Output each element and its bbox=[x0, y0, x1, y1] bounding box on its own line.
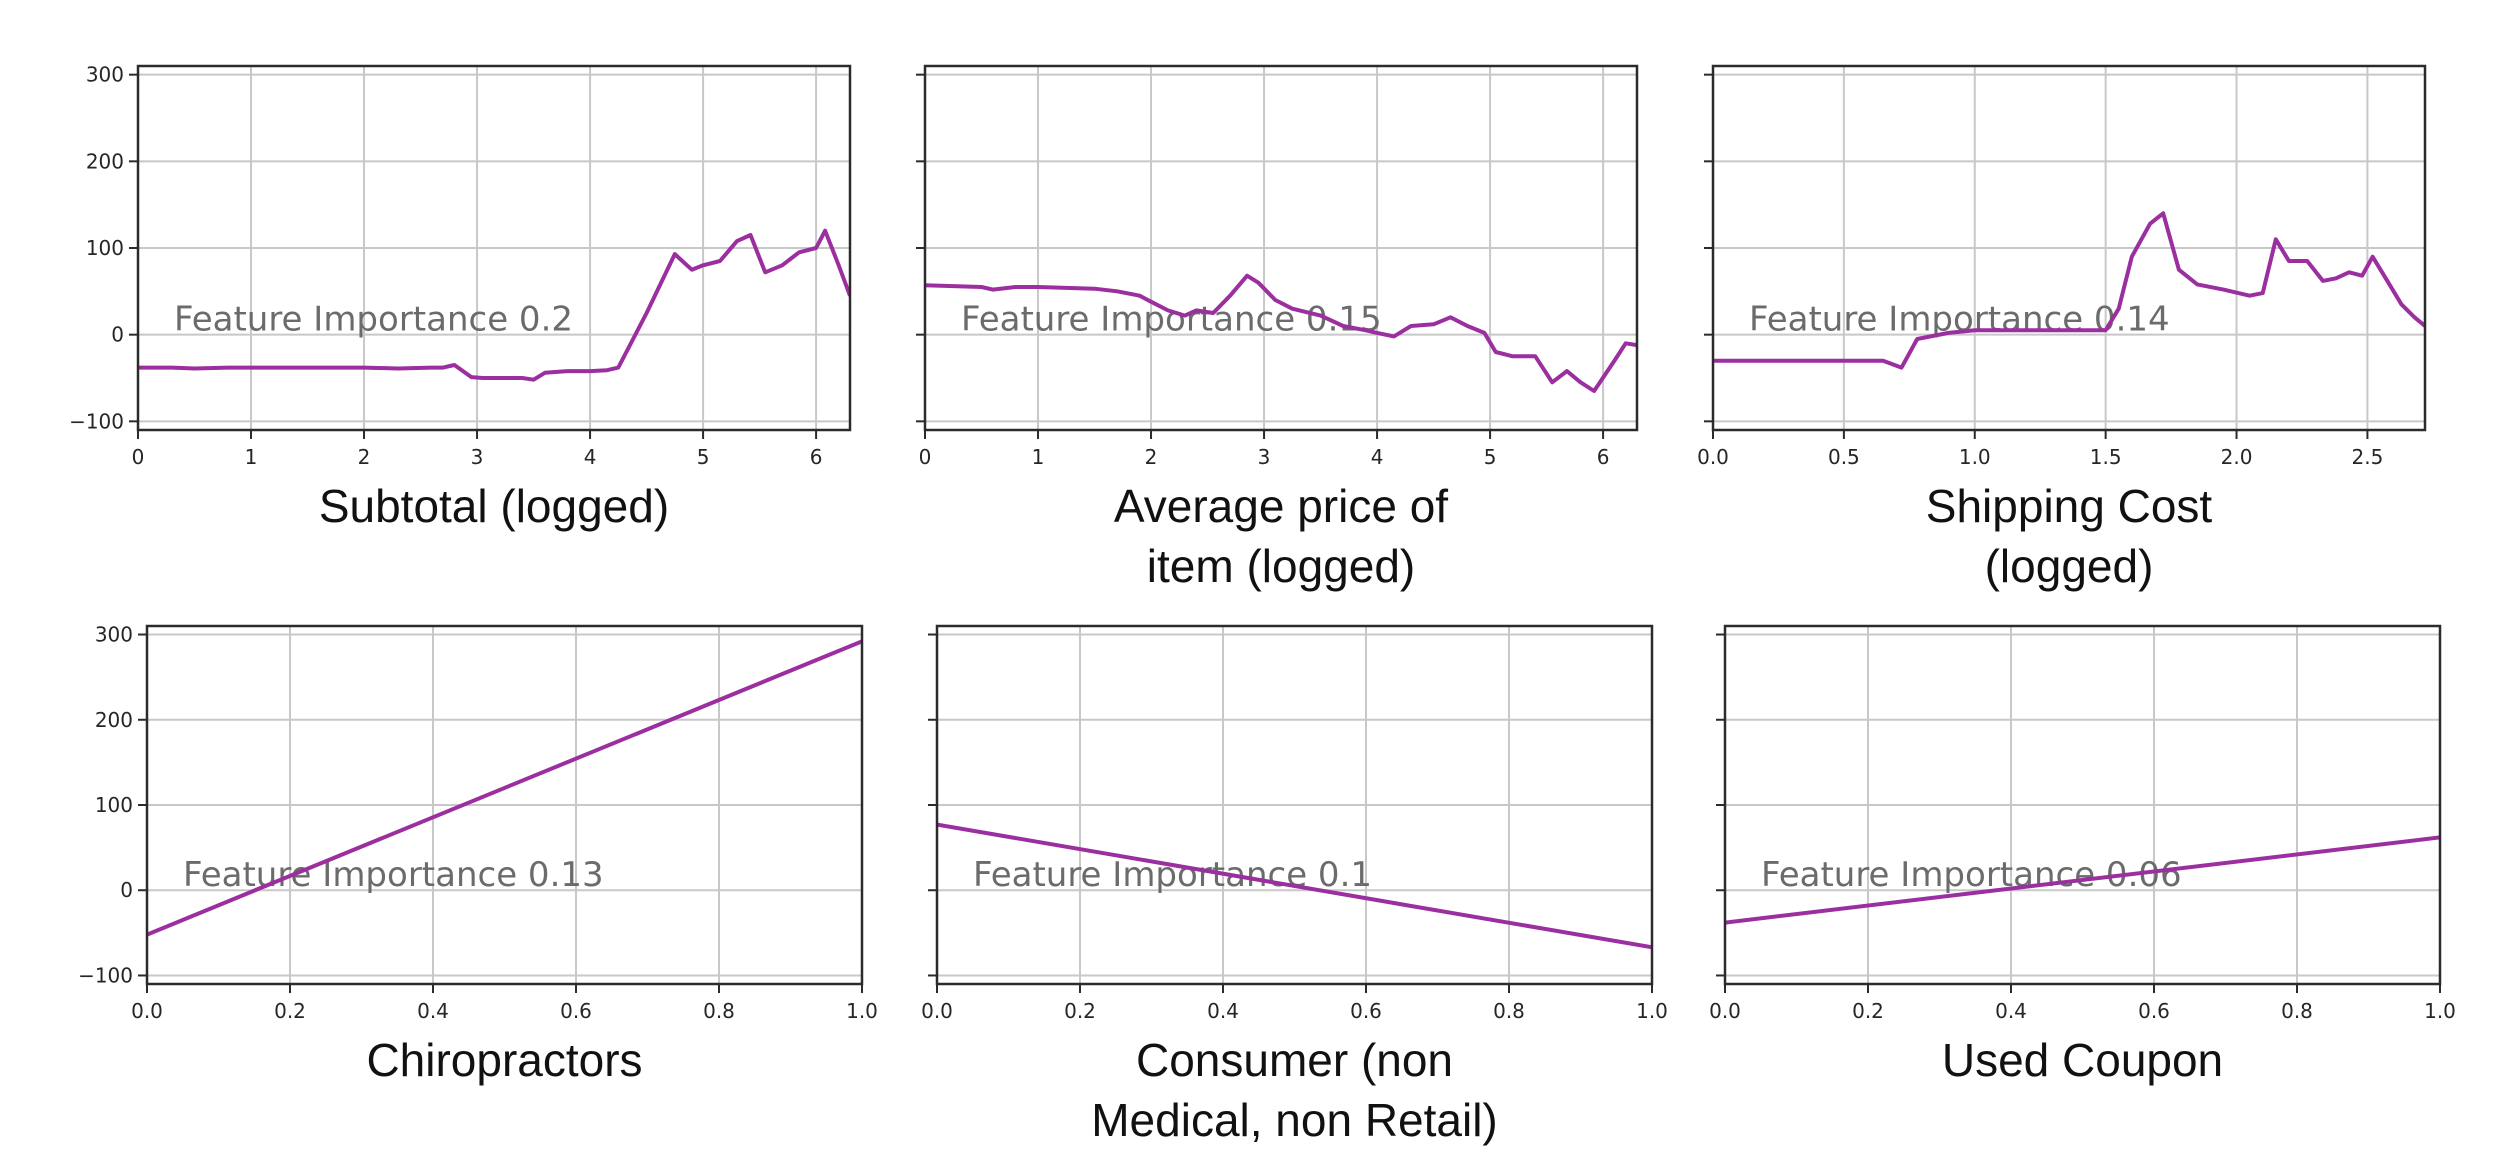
x-tick-label: 1 bbox=[245, 445, 258, 469]
x-tick-label: 0.2 bbox=[274, 999, 306, 1023]
x-tick-label: 1.0 bbox=[846, 999, 878, 1023]
x-tick-label: 0.8 bbox=[1493, 999, 1525, 1023]
x-tick-label: 0.8 bbox=[2281, 999, 2313, 1023]
plot-frame bbox=[923, 64, 1639, 432]
plot-frame bbox=[1711, 64, 2427, 432]
x-tick-label: 0.2 bbox=[1852, 999, 1884, 1023]
x-tick-label: 2 bbox=[358, 445, 371, 469]
series-line bbox=[138, 228, 850, 382]
x-tick-label: 0 bbox=[919, 445, 932, 469]
x-axis-label: Average price of bbox=[1114, 480, 1448, 532]
y-tick-label: 100 bbox=[86, 236, 124, 260]
x-tick-label: 1.0 bbox=[2424, 999, 2456, 1023]
x-tick-label: 6 bbox=[1597, 445, 1610, 469]
x-tick-label: 2.5 bbox=[2352, 445, 2384, 469]
chart-panel-2: 0 1 2 3 4 5 6 Feature Importance 0.15 Average pr… bbox=[916, 64, 1639, 592]
x-axis-label: Medical, non Retail) bbox=[1091, 1094, 1498, 1146]
x-axis-label: Consumer (non bbox=[1136, 1034, 1453, 1086]
x-tick-label: 1.5 bbox=[2090, 445, 2122, 469]
x-tick-label: 0.2 bbox=[1064, 999, 1096, 1023]
y-tick-label: 0 bbox=[120, 878, 133, 902]
y-tick-label: 0 bbox=[111, 323, 124, 347]
x-tick-label: 3 bbox=[1258, 445, 1271, 469]
x-tick-label: 0.8 bbox=[703, 999, 735, 1023]
series-line bbox=[1725, 835, 2440, 925]
series-line bbox=[925, 273, 1637, 393]
x-tick-label: 0.0 bbox=[1697, 445, 1729, 469]
x-axis-label: (logged) bbox=[1985, 540, 2154, 592]
chart-panel-1: 0 1 2 3 4 5 6 −100 0 100 200 300 Feature Importance … bbox=[69, 63, 852, 532]
chart-panel-4: 0.0 0.2 0.4 0.6 0.8 1.0 −100 0 100 200 300 Feature … bbox=[78, 623, 878, 1086]
x-tick-label: 1 bbox=[1032, 445, 1045, 469]
plot-frame bbox=[136, 64, 852, 432]
y-tick-label: 300 bbox=[86, 63, 124, 87]
x-tick-label: 5 bbox=[697, 445, 710, 469]
plot-frame bbox=[145, 624, 864, 986]
x-tick-label: 2 bbox=[1145, 445, 1158, 469]
y-tick-label: 200 bbox=[95, 708, 133, 732]
x-tick-label: 0.4 bbox=[1995, 999, 2027, 1023]
x-axis-label: Subtotal (logged) bbox=[319, 480, 669, 532]
x-tick-label: 1.0 bbox=[1959, 445, 1991, 469]
plot-frame bbox=[1723, 624, 2442, 986]
x-tick-label: 4 bbox=[1371, 445, 1384, 469]
y-tick-label: 100 bbox=[95, 793, 133, 817]
x-tick-label: 2.0 bbox=[2221, 445, 2253, 469]
x-axis-label: Chiropractors bbox=[366, 1034, 642, 1086]
x-tick-label: 6 bbox=[810, 445, 823, 469]
y-tick-label: 200 bbox=[86, 149, 124, 173]
y-tick-label: −100 bbox=[78, 963, 133, 987]
series-line bbox=[1713, 211, 2425, 370]
plot-frame bbox=[935, 624, 1654, 986]
x-tick-label: 0.0 bbox=[1709, 999, 1741, 1023]
x-tick-label: 0.0 bbox=[131, 999, 163, 1023]
x-axis-label: item (logged) bbox=[1147, 540, 1415, 592]
feature-importance-label: Feature Importance 0.13 bbox=[183, 855, 604, 895]
series-line bbox=[147, 639, 862, 937]
feature-importance-label: Feature Importance 0.15 bbox=[961, 300, 1382, 340]
x-tick-label: 0.5 bbox=[1828, 445, 1860, 469]
x-tick-label: 0.4 bbox=[1207, 999, 1239, 1023]
x-axis-label: Shipping Cost bbox=[1926, 480, 2213, 532]
x-tick-label: 1.0 bbox=[1636, 999, 1668, 1023]
y-tick-label: −100 bbox=[69, 409, 124, 433]
x-axis-label: Used Coupon bbox=[1942, 1034, 2223, 1086]
x-tick-label: 0 bbox=[132, 445, 145, 469]
x-tick-label: 0.6 bbox=[1350, 999, 1382, 1023]
x-tick-label: 5 bbox=[1484, 445, 1497, 469]
x-tick-label: 4 bbox=[584, 445, 597, 469]
x-tick-label: 0.6 bbox=[560, 999, 592, 1023]
x-tick-label: 0.4 bbox=[417, 999, 449, 1023]
y-tick-label: 300 bbox=[95, 623, 133, 647]
x-tick-label: 0.0 bbox=[921, 999, 953, 1023]
x-tick-label: 3 bbox=[471, 445, 484, 469]
x-tick-label: 0.6 bbox=[2138, 999, 2170, 1023]
feature-importance-label: Feature Importance 0.2 bbox=[174, 300, 573, 340]
series-line bbox=[937, 822, 1652, 950]
